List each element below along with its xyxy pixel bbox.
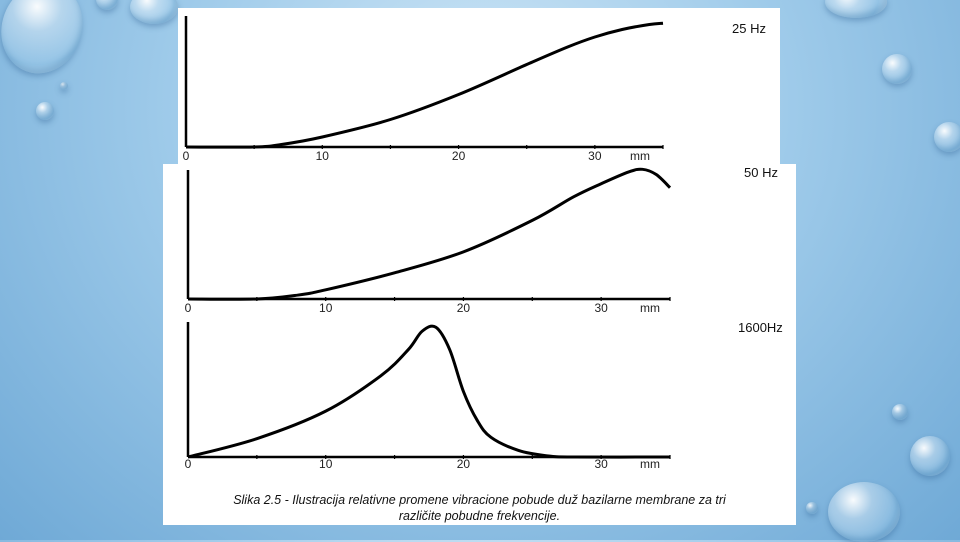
water-drop-decoration: [828, 482, 900, 542]
x-tick-label: 20: [457, 301, 471, 315]
x-axis-unit: mm: [630, 149, 650, 163]
caption-line-2: različite pobudne frekvencije.: [398, 509, 561, 523]
x-tick-label: 30: [588, 149, 602, 163]
water-drop-decoration: [806, 502, 818, 514]
x-tick-label: 0: [185, 301, 192, 315]
x-tick-label: 20: [457, 457, 471, 471]
chart-panel-main: [163, 164, 796, 525]
water-drop-decoration: [910, 436, 950, 476]
water-drop-decoration: [96, 0, 118, 10]
series-line: [185, 21, 664, 149]
water-drop-decoration: [60, 82, 68, 90]
water-drop-decoration: [892, 404, 908, 420]
water-drop-decoration: [882, 54, 912, 84]
label-1600hz: 1600Hz: [738, 320, 783, 335]
series-line: [187, 324, 671, 459]
label-25hz: 25 Hz: [732, 21, 766, 36]
chart-25hz: 0 10 20 30 mm: [183, 16, 664, 163]
x-tick-label: 10: [319, 301, 333, 315]
label-50hz: 50 Hz: [744, 165, 778, 180]
x-tick-label: 30: [594, 301, 608, 315]
caption-line-1: Slika 2.5 - Ilustracija relativne promen…: [233, 493, 726, 507]
x-axis-unit: mm: [640, 457, 660, 471]
x-axis-unit: mm: [640, 301, 660, 315]
figure-caption: Slika 2.5 - Ilustracija relativne promen…: [163, 492, 796, 524]
x-tick-label: 0: [185, 457, 192, 471]
series-line: [187, 167, 672, 301]
x-tick-label: 30: [594, 457, 608, 471]
x-tick-label: 10: [319, 457, 333, 471]
x-tick-label: 0: [183, 149, 190, 163]
water-drop-decoration: [36, 102, 54, 120]
water-drop-decoration: [825, 0, 887, 18]
chart-50hz: 0 10 20 30 mm: [185, 167, 672, 315]
water-drop-decoration: [934, 122, 960, 152]
x-tick-label: 10: [316, 149, 330, 163]
chart-1600hz: 0 10 20 30 mm: [185, 322, 671, 471]
x-tick-label: 20: [452, 149, 466, 163]
